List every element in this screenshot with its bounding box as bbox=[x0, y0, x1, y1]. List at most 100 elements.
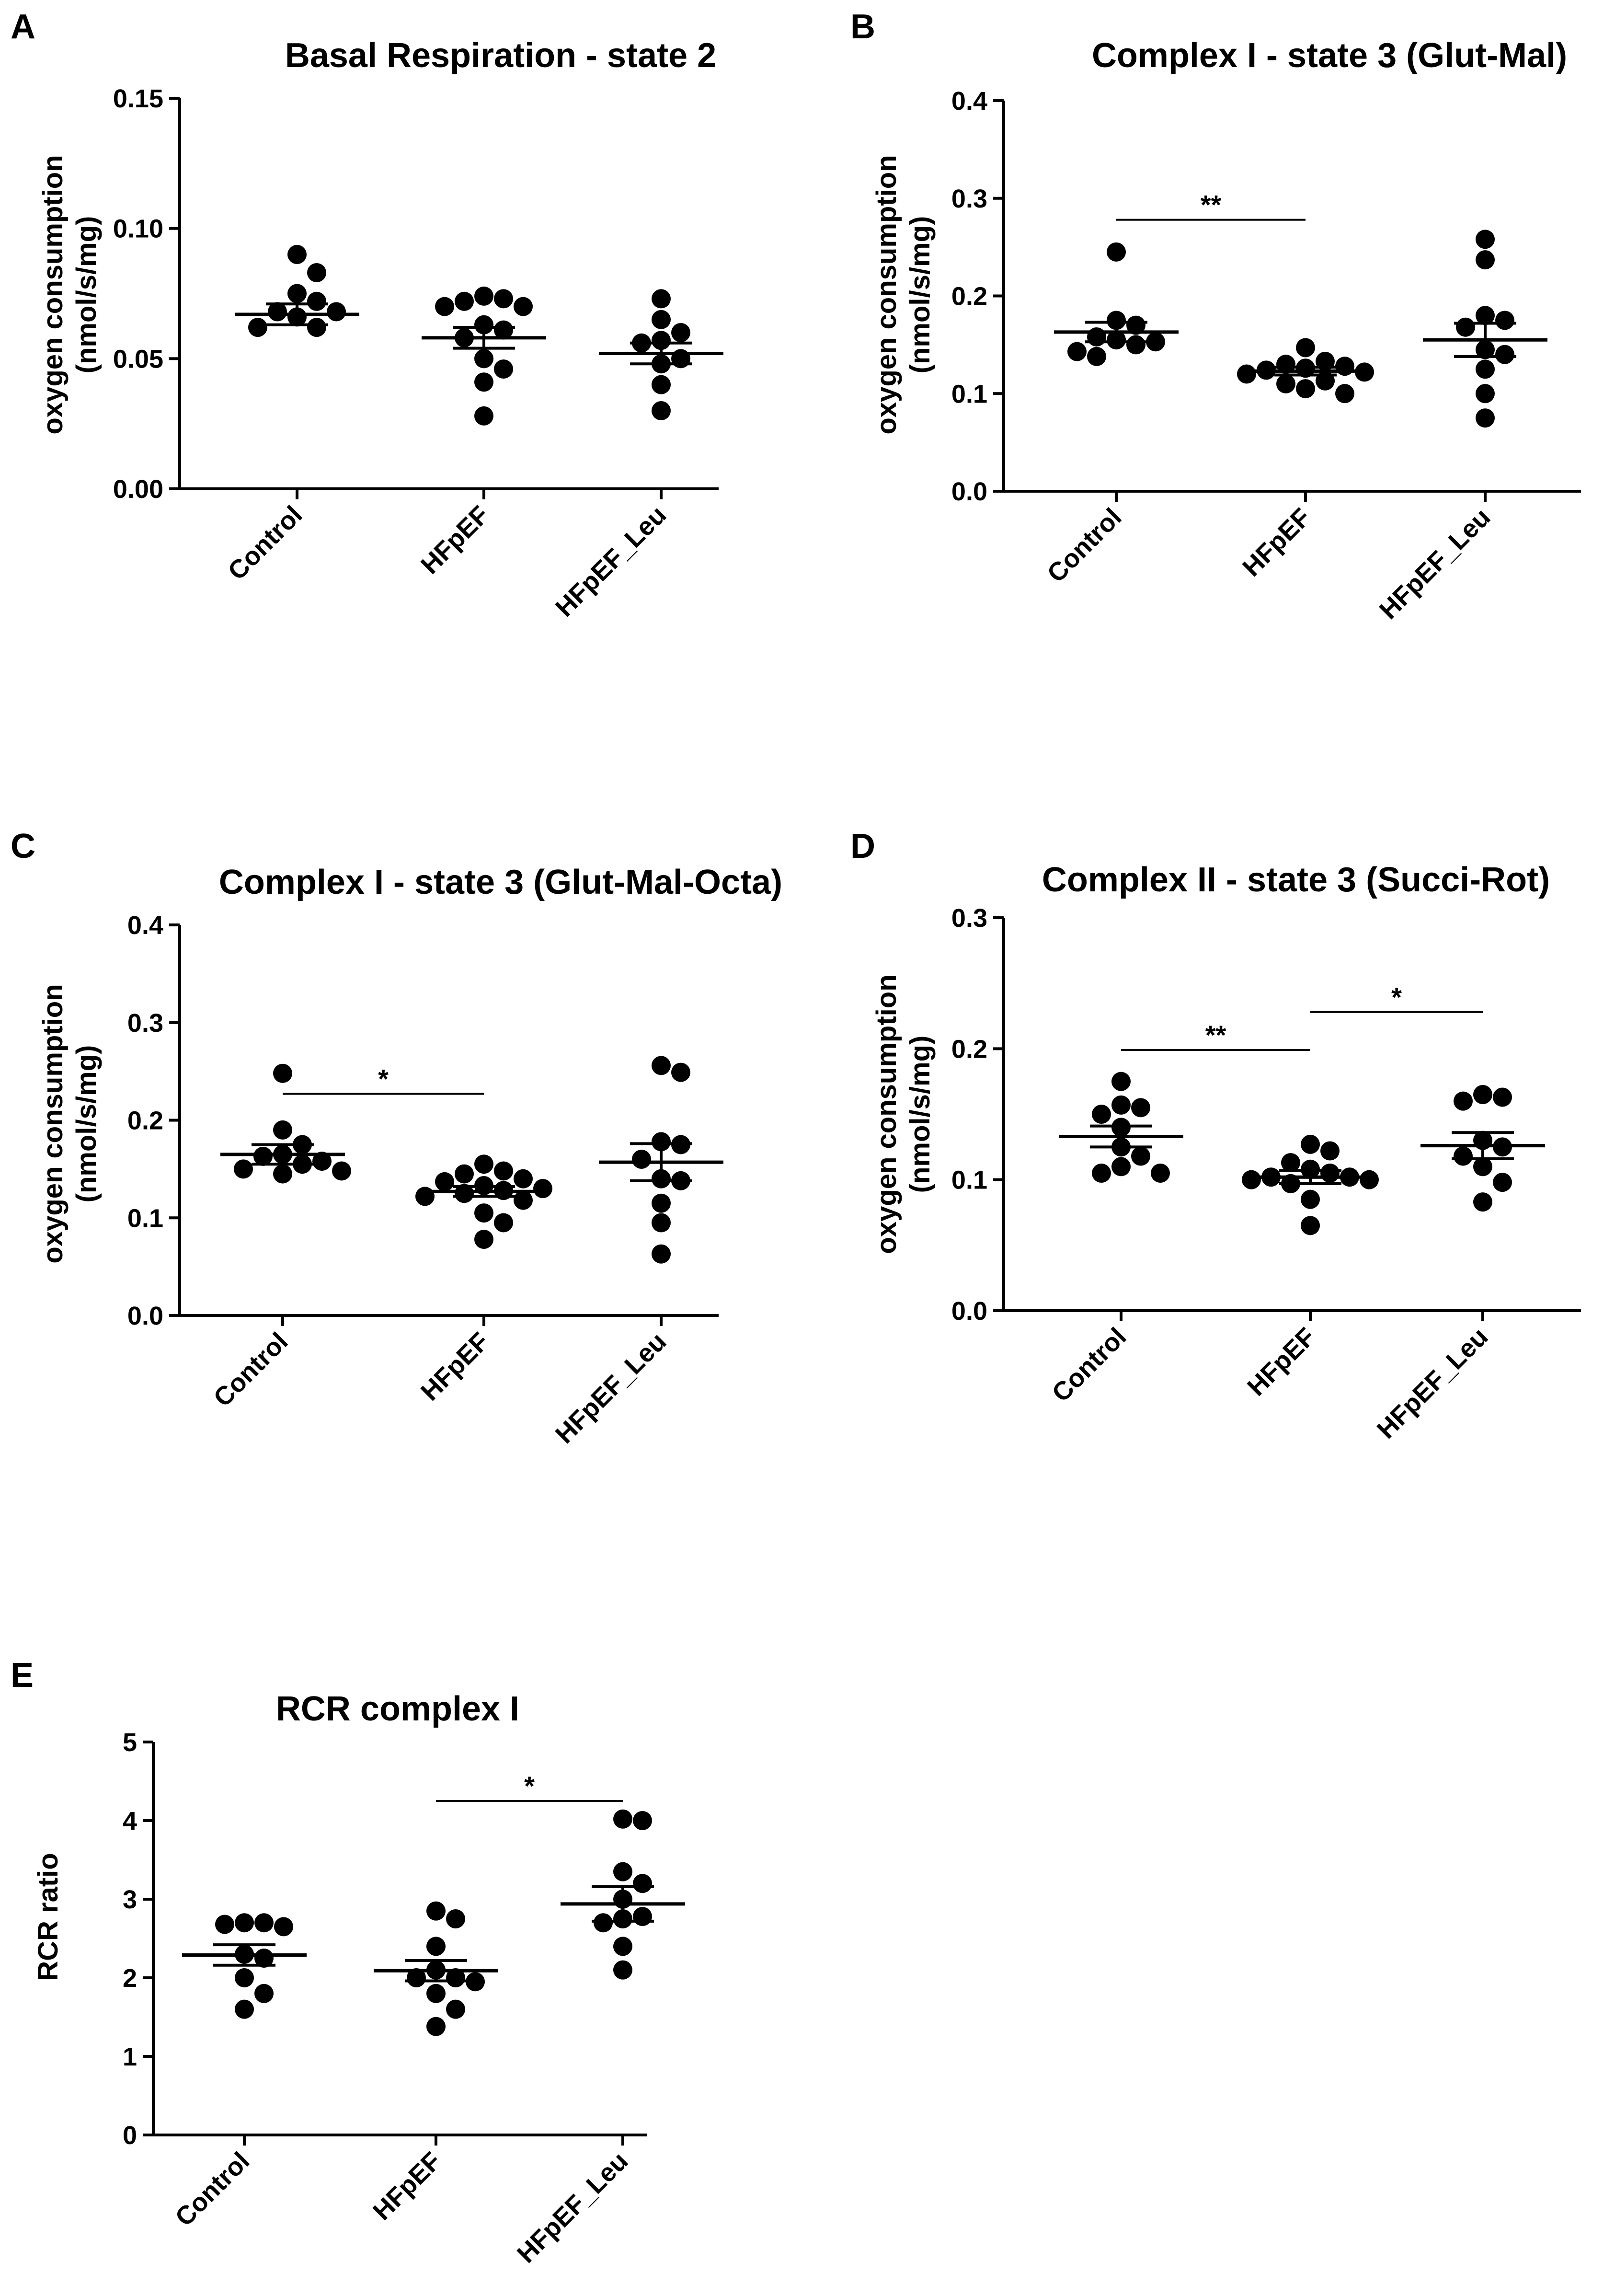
data-point bbox=[287, 245, 307, 264]
data-point bbox=[633, 1907, 652, 1927]
data-point bbox=[273, 1120, 292, 1140]
x-tick-label: HFpEF_Leu bbox=[550, 500, 672, 623]
y-tick-label: 0.0 bbox=[127, 1302, 163, 1330]
data-point bbox=[1111, 1095, 1131, 1115]
data-point bbox=[407, 1968, 426, 1987]
y-tick-label: 0.3 bbox=[951, 904, 987, 933]
data-point bbox=[613, 1937, 632, 1956]
y-axis-label-line-1: oxygen consumption bbox=[37, 155, 69, 434]
data-point bbox=[514, 297, 533, 316]
data-point bbox=[1476, 230, 1495, 249]
data-point bbox=[474, 372, 493, 392]
data-point bbox=[446, 1909, 465, 1928]
data-point bbox=[1301, 1216, 1320, 1235]
x-tick-label: HFpEF bbox=[367, 2146, 447, 2226]
data-point bbox=[652, 331, 671, 350]
panel-letter: D bbox=[850, 827, 875, 865]
y-tick-label: 0.1 bbox=[127, 1204, 163, 1233]
y-tick-label: 0.1 bbox=[951, 380, 987, 408]
y-axis-label-line-2: (nmol/s/mg) bbox=[71, 1045, 102, 1203]
data-point bbox=[1281, 1153, 1300, 1173]
data-point bbox=[215, 1915, 234, 1934]
data-point bbox=[1495, 345, 1514, 364]
y-axis-label-line-2: (nmol/s/mg) bbox=[71, 216, 102, 374]
y-tick-label: 0.15 bbox=[113, 84, 163, 113]
significance-label: ** bbox=[1205, 1020, 1226, 1050]
data-point bbox=[633, 1811, 652, 1830]
data-point bbox=[307, 263, 326, 283]
data-point bbox=[312, 1152, 332, 1171]
data-point bbox=[594, 1913, 613, 1933]
data-point bbox=[533, 1179, 552, 1199]
data-point bbox=[1146, 332, 1165, 352]
data-point bbox=[1131, 1146, 1150, 1166]
chart-title: Basal Respiration - state 2 bbox=[285, 36, 716, 75]
data-point bbox=[1335, 357, 1354, 376]
data-point bbox=[1454, 1091, 1473, 1111]
data-point bbox=[1087, 346, 1106, 366]
data-point bbox=[613, 1862, 632, 1881]
data-point bbox=[652, 1132, 671, 1152]
data-point bbox=[248, 318, 267, 337]
data-point bbox=[235, 1913, 254, 1933]
y-tick-label: 1 bbox=[123, 2042, 137, 2071]
data-point bbox=[253, 1146, 273, 1166]
y-tick-label: 0.10 bbox=[113, 215, 163, 243]
data-point bbox=[1473, 1192, 1492, 1212]
data-point bbox=[494, 320, 513, 340]
data-point bbox=[474, 315, 493, 335]
data-point bbox=[287, 284, 307, 303]
data-point bbox=[426, 1984, 446, 2003]
data-point bbox=[455, 1164, 474, 1184]
data-point bbox=[435, 1172, 454, 1191]
data-point bbox=[1092, 1105, 1111, 1124]
data-point bbox=[254, 1913, 274, 1933]
x-tick-label: HFpEF bbox=[1242, 1322, 1321, 1401]
chart-title: Complex I - state 3 (Glut-Mal-Octa) bbox=[219, 863, 782, 901]
data-point bbox=[613, 1809, 632, 1829]
x-tick-label: HFpEF bbox=[1237, 503, 1316, 582]
data-point bbox=[652, 1213, 671, 1233]
data-point bbox=[474, 1230, 493, 1249]
x-tick-label: Control bbox=[222, 500, 308, 586]
data-point bbox=[1242, 1170, 1261, 1189]
data-point bbox=[494, 359, 513, 379]
y-tick-label: 0.05 bbox=[113, 345, 163, 373]
panel-c: C Complex I - state 3 (Glut-Mal-Octa) ox… bbox=[11, 827, 782, 1449]
data-point bbox=[652, 401, 671, 420]
data-point bbox=[494, 1161, 513, 1181]
data-point bbox=[307, 291, 326, 311]
data-point bbox=[652, 1056, 671, 1075]
data-point bbox=[1111, 1072, 1131, 1091]
data-point bbox=[327, 302, 346, 322]
x-tick-label: HFpEF_Leu bbox=[512, 2146, 634, 2269]
y-tick-label: 0.00 bbox=[113, 475, 163, 504]
data-point bbox=[1301, 1189, 1320, 1209]
chart-title: Complex I - state 3 (Glut-Mal) bbox=[1092, 36, 1567, 75]
data-point bbox=[1476, 306, 1495, 325]
data-point bbox=[1476, 384, 1495, 404]
data-point bbox=[652, 1193, 671, 1213]
data-point bbox=[1276, 355, 1295, 374]
x-tick-label: HFpEF_Leu bbox=[1374, 503, 1496, 625]
data-point bbox=[474, 406, 493, 426]
data-point bbox=[514, 1190, 533, 1210]
x-tick-label: HFpEF bbox=[415, 1327, 494, 1406]
chart-title: RCR complex I bbox=[276, 1690, 519, 1728]
data-point bbox=[1237, 364, 1256, 384]
data-point bbox=[1107, 311, 1126, 330]
data-point bbox=[455, 291, 474, 311]
data-point bbox=[1320, 1141, 1340, 1161]
y-tick-label: 0 bbox=[123, 2121, 137, 2150]
data-point bbox=[1067, 342, 1087, 361]
data-point bbox=[671, 1062, 690, 1082]
data-point bbox=[1296, 338, 1315, 358]
y-axis-label-line-1: oxygen consumption bbox=[871, 155, 902, 434]
x-tick-label: HFpEF_Leu bbox=[1372, 1322, 1494, 1444]
data-point bbox=[1335, 384, 1354, 404]
data-point bbox=[332, 1161, 351, 1181]
data-point bbox=[474, 349, 493, 369]
data-point bbox=[268, 302, 287, 322]
data-point bbox=[1276, 374, 1295, 393]
x-tick-label: HFpEF_Leu bbox=[550, 1327, 672, 1449]
